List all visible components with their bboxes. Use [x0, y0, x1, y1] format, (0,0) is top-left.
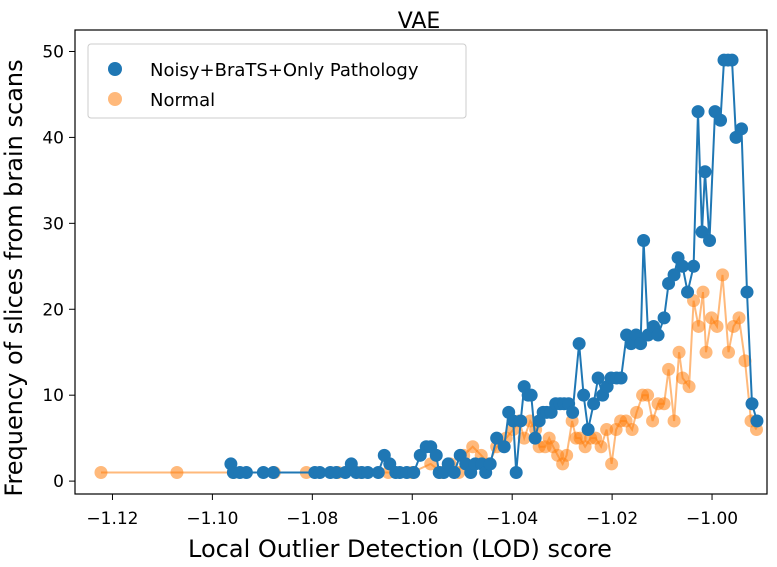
- data-point-normal: [716, 268, 730, 282]
- x-tick-label: −1.10: [186, 509, 238, 529]
- series-layer: [94, 53, 764, 480]
- data-point-normal: [517, 431, 531, 445]
- data-point-normal: [738, 354, 752, 368]
- data-point-noisy: [745, 397, 759, 411]
- data-point-normal: [696, 285, 710, 299]
- y-tick-label: 0: [53, 472, 64, 492]
- data-point-noisy: [634, 337, 648, 351]
- data-point-noisy: [676, 259, 690, 273]
- data-point-noisy: [740, 285, 754, 299]
- x-tick-label: −1.12: [86, 509, 138, 529]
- data-point-noisy: [566, 405, 580, 419]
- data-point-normal: [560, 448, 574, 462]
- data-point-normal: [646, 414, 660, 428]
- data-point-noisy: [687, 259, 701, 273]
- data-point-noisy: [497, 440, 511, 454]
- legend-marker-noisy: [108, 62, 122, 76]
- data-point-normal: [672, 345, 686, 359]
- data-point-normal: [722, 345, 736, 359]
- data-point-noisy: [528, 431, 542, 445]
- x-tick-label: −1.06: [386, 509, 438, 529]
- data-point-noisy: [681, 285, 695, 299]
- data-point-noisy: [524, 388, 538, 402]
- y-tick-label: 30: [42, 214, 64, 234]
- data-point-noisy: [361, 466, 375, 480]
- data-point-normal: [710, 319, 724, 333]
- data-point-noisy: [714, 113, 728, 127]
- data-point-noisy: [750, 414, 764, 428]
- data-point-normal: [699, 345, 713, 359]
- data-point-noisy: [651, 328, 665, 342]
- x-tick-label: −1.08: [286, 509, 338, 529]
- data-point-noisy: [695, 225, 709, 239]
- data-point-normal: [630, 405, 644, 419]
- data-point-normal: [682, 380, 696, 394]
- data-point-noisy: [313, 466, 327, 480]
- legend-label-normal: Normal: [150, 90, 215, 111]
- data-point-noisy: [698, 165, 712, 179]
- legend-marker-normal: [108, 92, 122, 106]
- data-point-noisy: [587, 397, 601, 411]
- data-point-noisy: [490, 431, 504, 445]
- data-point-noisy: [637, 234, 651, 248]
- y-axis-label: Frequency of slices from brain scans: [0, 59, 28, 496]
- data-point-normal: [605, 457, 619, 471]
- legend-box: [87, 43, 467, 119]
- data-point-noisy: [239, 466, 253, 480]
- data-point-normal: [600, 423, 614, 437]
- data-point-noisy: [581, 423, 595, 437]
- y-tick-label: 50: [42, 42, 64, 62]
- x-axis-label: Local Outlier Detection (LOD) score: [188, 535, 612, 563]
- legend: Noisy+BraTS+Only Pathology Normal: [87, 43, 467, 119]
- data-point-noisy: [572, 337, 586, 351]
- data-point-normal: [625, 423, 639, 437]
- data-point-normal: [732, 311, 746, 325]
- data-point-noisy: [657, 311, 671, 325]
- data-point-noisy: [667, 268, 681, 282]
- data-point-noisy: [735, 122, 749, 136]
- data-point-normal: [594, 440, 608, 454]
- x-tick-label: −1.04: [486, 509, 538, 529]
- data-point-noisy: [691, 105, 705, 119]
- data-point-noisy: [407, 466, 421, 480]
- data-point-noisy: [509, 466, 523, 480]
- data-point-noisy: [703, 234, 717, 248]
- axis-ticks: −1.12 −1.10 −1.08 −1.06 −1.04 −1.02 −1.00 0 10 20…: [42, 42, 738, 529]
- data-point-noisy: [266, 466, 280, 480]
- legend-label-noisy: Noisy+BraTS+Only Pathology: [150, 60, 419, 81]
- data-point-noisy: [591, 371, 605, 385]
- data-point-normal: [641, 388, 655, 402]
- x-tick-label: −1.02: [586, 509, 638, 529]
- y-tick-label: 20: [42, 300, 64, 320]
- data-point-normal: [170, 466, 184, 480]
- data-point-noisy: [725, 53, 739, 67]
- y-tick-label: 10: [42, 386, 64, 406]
- data-point-normal: [662, 362, 676, 376]
- data-point-noisy: [614, 371, 628, 385]
- x-tick-label: −1.00: [686, 509, 738, 529]
- data-point-noisy: [371, 466, 385, 480]
- data-point-noisy: [483, 457, 497, 471]
- data-point-normal: [692, 319, 706, 333]
- data-point-normal: [667, 414, 681, 428]
- data-point-noisy: [447, 466, 461, 480]
- y-tick-label: 40: [42, 128, 64, 148]
- data-point-noisy: [329, 466, 343, 480]
- data-point-noisy: [256, 466, 270, 480]
- data-point-noisy: [577, 388, 591, 402]
- data-point-noisy: [514, 414, 528, 428]
- data-point-normal: [466, 440, 480, 454]
- data-point-normal: [94, 466, 108, 480]
- data-point-normal: [657, 397, 671, 411]
- data-point-noisy: [429, 448, 443, 462]
